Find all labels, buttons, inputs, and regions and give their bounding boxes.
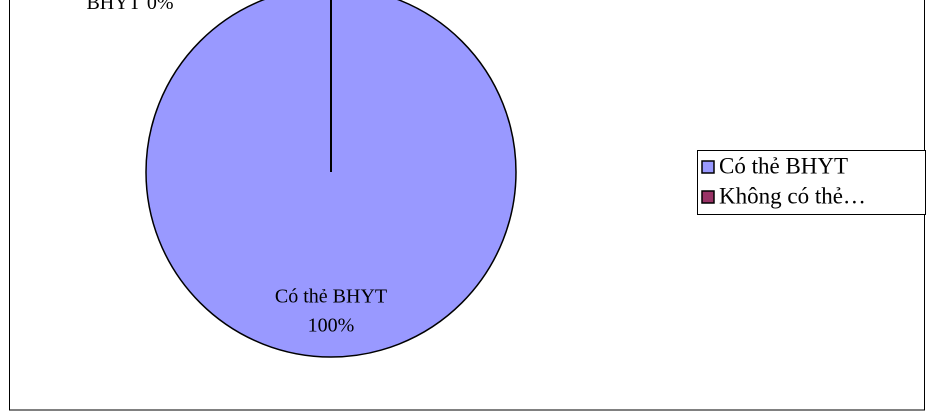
data-label-name: BHYT xyxy=(86,0,140,14)
data-label: BHYT 0% xyxy=(86,0,173,14)
data-label-name: Có thẻ BHYT xyxy=(275,286,387,308)
data-label-value: 100% xyxy=(308,315,355,337)
legend-swatch xyxy=(701,190,715,204)
legend-box xyxy=(697,150,926,215)
legend-label: Có thẻ BHYT xyxy=(719,153,848,178)
legend-swatch xyxy=(701,160,715,174)
legend-label: Không có thẻ… xyxy=(719,183,866,208)
data-label-value: 0% xyxy=(147,0,174,14)
pie-slice xyxy=(145,0,517,358)
